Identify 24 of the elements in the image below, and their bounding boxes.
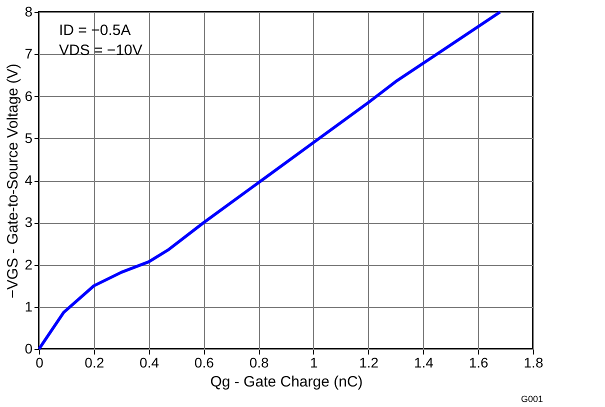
y-axis-title: −VGS - Gate-to-Source Voltage (V) [4, 64, 22, 298]
y-tick-label: 8 [24, 4, 33, 20]
y-tick-label: 3 [24, 214, 33, 230]
y-tick-label: 5 [24, 130, 33, 146]
y-tick-label: 0 [24, 340, 33, 356]
x-tick-label: 0 [36, 354, 44, 370]
x-tick-label: 0.2 [84, 354, 104, 370]
x-tick-label: 1.2 [359, 354, 379, 370]
y-tick-label: 4 [24, 172, 33, 188]
text: G001 [520, 394, 543, 404]
y-tick-label: 6 [24, 88, 33, 104]
x-tick-label: 1.6 [468, 354, 489, 370]
y-tick-label: 7 [24, 46, 33, 62]
annotation: ID = −0.5A [59, 22, 131, 39]
x-tick-label: 1.4 [414, 354, 434, 370]
x-tick-label: 1 [310, 354, 318, 370]
x-tick-label: 0.4 [140, 354, 160, 370]
x-tick-label: 0.6 [194, 354, 214, 370]
x-axis-title: Qg - Gate Charge (nC) [210, 374, 363, 390]
y-tick-label: 2 [24, 256, 33, 272]
y-tick-label: 1 [24, 298, 33, 314]
annotation: VDS = −10V [59, 42, 142, 59]
x-tick-label: 1.8 [524, 354, 544, 370]
x-tick-label: 0.8 [249, 354, 269, 370]
